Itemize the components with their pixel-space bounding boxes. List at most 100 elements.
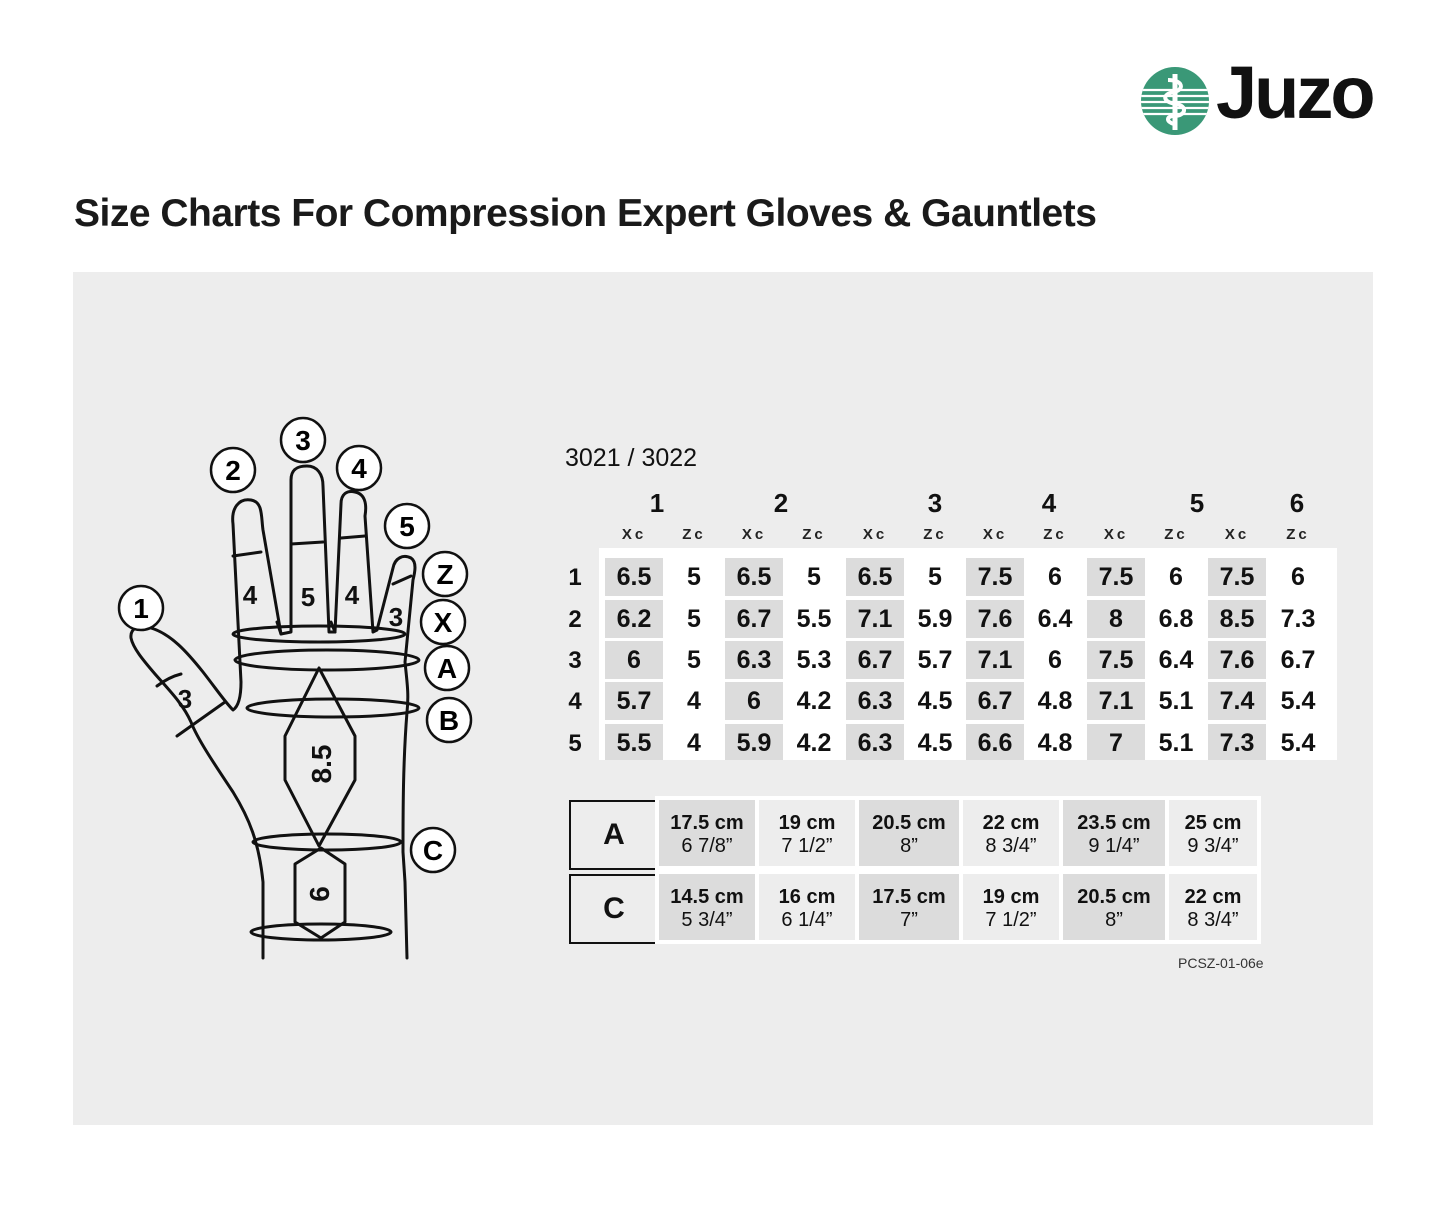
ring-a bbox=[233, 648, 421, 672]
document-code: PCSZ-01-06e bbox=[1178, 955, 1264, 971]
size-cell: 5.1 bbox=[1158, 687, 1194, 715]
finger-marker-3: 3 bbox=[279, 416, 327, 464]
juzo-logo[interactable]: Juzo bbox=[1140, 56, 1380, 138]
size-cell: 5.1 bbox=[1158, 729, 1194, 757]
size-header-3: 3 bbox=[927, 488, 943, 518]
hand-measurement-diagram: 3 4 5 4 3 8.5 6 1 2 3 4 5 Z X A B C bbox=[117, 416, 473, 960]
column-header-zc: Zc bbox=[802, 526, 826, 543]
size-cell: 6.5 bbox=[725, 558, 783, 596]
hand-outline bbox=[129, 464, 417, 960]
middle-length: 5 bbox=[301, 582, 315, 612]
column-header-xc: Xc bbox=[1224, 526, 1250, 543]
size-cell: 6 bbox=[1169, 563, 1183, 591]
measurement-cm: 17.5 cm bbox=[670, 812, 744, 834]
measurement-inch: 6 1/4” bbox=[781, 909, 833, 931]
brand-name: Juzo bbox=[1216, 51, 1376, 134]
page-title: Size Charts For Compression Expert Glove… bbox=[74, 192, 1097, 235]
row-label-3: 3 bbox=[568, 647, 582, 674]
svg-text:C: C bbox=[423, 835, 443, 866]
column-header-xc: Xc bbox=[741, 526, 767, 543]
measurement-label: A bbox=[603, 818, 625, 851]
measurement-cell: 16 cm 6 1/4” bbox=[759, 874, 855, 940]
column-header-zc: Zc bbox=[682, 526, 706, 543]
measurement-c-row: 14.5 cm 5 3/4” 16 cm 6 1/4” 17.5 cm 7” 19 cm 7 … bbox=[655, 870, 1261, 944]
column-header-xc: Xc bbox=[1103, 526, 1129, 543]
column-header-xc: Xc bbox=[621, 526, 647, 543]
size-cell: 8.5 bbox=[1208, 600, 1266, 638]
measurement-cm: 20.5 cm bbox=[872, 812, 946, 834]
row-label-2: 2 bbox=[568, 606, 582, 633]
size-cell: 6.3 bbox=[846, 724, 904, 760]
size-cell: 6.5 bbox=[605, 558, 663, 596]
size-cell: 4 bbox=[687, 687, 701, 715]
size-header-6: 6 bbox=[1289, 488, 1305, 518]
finger-marker-5: 5 bbox=[383, 502, 431, 550]
size-cell: 6.2 bbox=[605, 600, 663, 638]
model-label: 3021 / 3022 bbox=[565, 444, 698, 472]
size-header-4: 4 bbox=[1041, 488, 1057, 518]
measurement-inch: 9 1/4” bbox=[1088, 835, 1140, 857]
measurement-inch: 6 7/8” bbox=[681, 835, 733, 857]
size-cell: 6.4 bbox=[1158, 646, 1194, 674]
measurement-a-row: 17.5 cm 6 7/8” 19 cm 7 1/2” 20.5 cm 8” 22 cm 8 … bbox=[655, 796, 1261, 870]
measurement-cell: 20.5 cm 8” bbox=[859, 800, 959, 866]
size-grid: 6.5 5 6.5 5 6.5 5 7.5 6 7.5 6 7.5 6 6.2 5 6.7 5.5 7.1 5.9… bbox=[599, 548, 1337, 760]
size-cell: 6.8 bbox=[1158, 605, 1194, 633]
size-cell: 5.9 bbox=[917, 605, 953, 633]
measurement-inch: 8 3/4” bbox=[985, 835, 1037, 857]
measurement-inch: 9 3/4” bbox=[1187, 835, 1239, 857]
measurement-cm: 22 cm bbox=[1184, 886, 1242, 908]
measurement-cm: 17.5 cm bbox=[872, 886, 946, 908]
measurement-c-label-box: C bbox=[569, 874, 657, 944]
size-cell: 5.5 bbox=[605, 724, 663, 760]
ring-c bbox=[251, 832, 403, 852]
measurement-cell: 25 cm 9 3/4” bbox=[1169, 800, 1257, 866]
thumb-length: 3 bbox=[178, 684, 192, 714]
size-cell: 5.4 bbox=[1280, 687, 1316, 715]
size-cell: 5.3 bbox=[796, 646, 832, 674]
size-cell: 5 bbox=[687, 563, 701, 591]
size-cell: 4.5 bbox=[917, 687, 953, 715]
column-header-zc: Zc bbox=[1043, 526, 1067, 543]
svg-text:X: X bbox=[434, 607, 453, 638]
ring-b bbox=[245, 697, 421, 719]
size-cell: 5 bbox=[807, 563, 821, 591]
size-cell: 7.5 bbox=[1087, 558, 1145, 596]
measurement-cm: 22 cm bbox=[982, 812, 1040, 834]
size-cell: 6.7 bbox=[725, 600, 783, 638]
svg-text:1: 1 bbox=[133, 593, 149, 624]
measurement-inch: 7 1/2” bbox=[781, 835, 833, 857]
size-cell: 5.7 bbox=[917, 646, 953, 674]
size-cell: 8 bbox=[1087, 600, 1145, 638]
size-header-2: 2 bbox=[773, 488, 789, 518]
measurement-cell: 14.5 cm 5 3/4” bbox=[659, 874, 755, 940]
size-cell: 6 bbox=[1291, 563, 1305, 591]
size-chart-panel: 3 4 5 4 3 8.5 6 1 2 3 4 5 Z X A B C 3021… bbox=[73, 272, 1373, 1125]
measurement-cell: 19 cm 7 1/2” bbox=[759, 800, 855, 866]
size-cell: 6 bbox=[1048, 563, 1062, 591]
svg-text:5: 5 bbox=[399, 511, 415, 542]
ring-wrist bbox=[249, 922, 393, 942]
size-cell: 6.3 bbox=[725, 641, 783, 679]
size-cell: 7.6 bbox=[966, 600, 1024, 638]
column-header-zc: Zc bbox=[923, 526, 947, 543]
size-header-5: 5 bbox=[1189, 488, 1205, 518]
measurement-inch: 8 3/4” bbox=[1187, 909, 1239, 931]
size-cell: 5.9 bbox=[725, 724, 783, 760]
measurement-inch: 5 3/4” bbox=[681, 909, 733, 931]
size-cell: 7 bbox=[1087, 724, 1145, 760]
size-cell: 7.5 bbox=[1087, 641, 1145, 679]
svg-text:B: B bbox=[439, 705, 459, 736]
finger-marker-1: 1 bbox=[117, 584, 165, 632]
ring-length: 4 bbox=[345, 580, 360, 610]
svg-text:A: A bbox=[437, 653, 457, 684]
size-cell: 7.3 bbox=[1208, 724, 1266, 760]
column-header-zc: Zc bbox=[1164, 526, 1188, 543]
measurement-cell: 17.5 cm 7” bbox=[859, 874, 959, 940]
size-cell: 7.5 bbox=[1208, 558, 1266, 596]
marker-a: A bbox=[423, 644, 471, 692]
measurement-cm: 19 cm bbox=[982, 886, 1040, 908]
size-cell: 6.7 bbox=[966, 682, 1024, 720]
size-cell: 5.4 bbox=[1280, 729, 1316, 757]
marker-z: Z bbox=[421, 550, 469, 598]
